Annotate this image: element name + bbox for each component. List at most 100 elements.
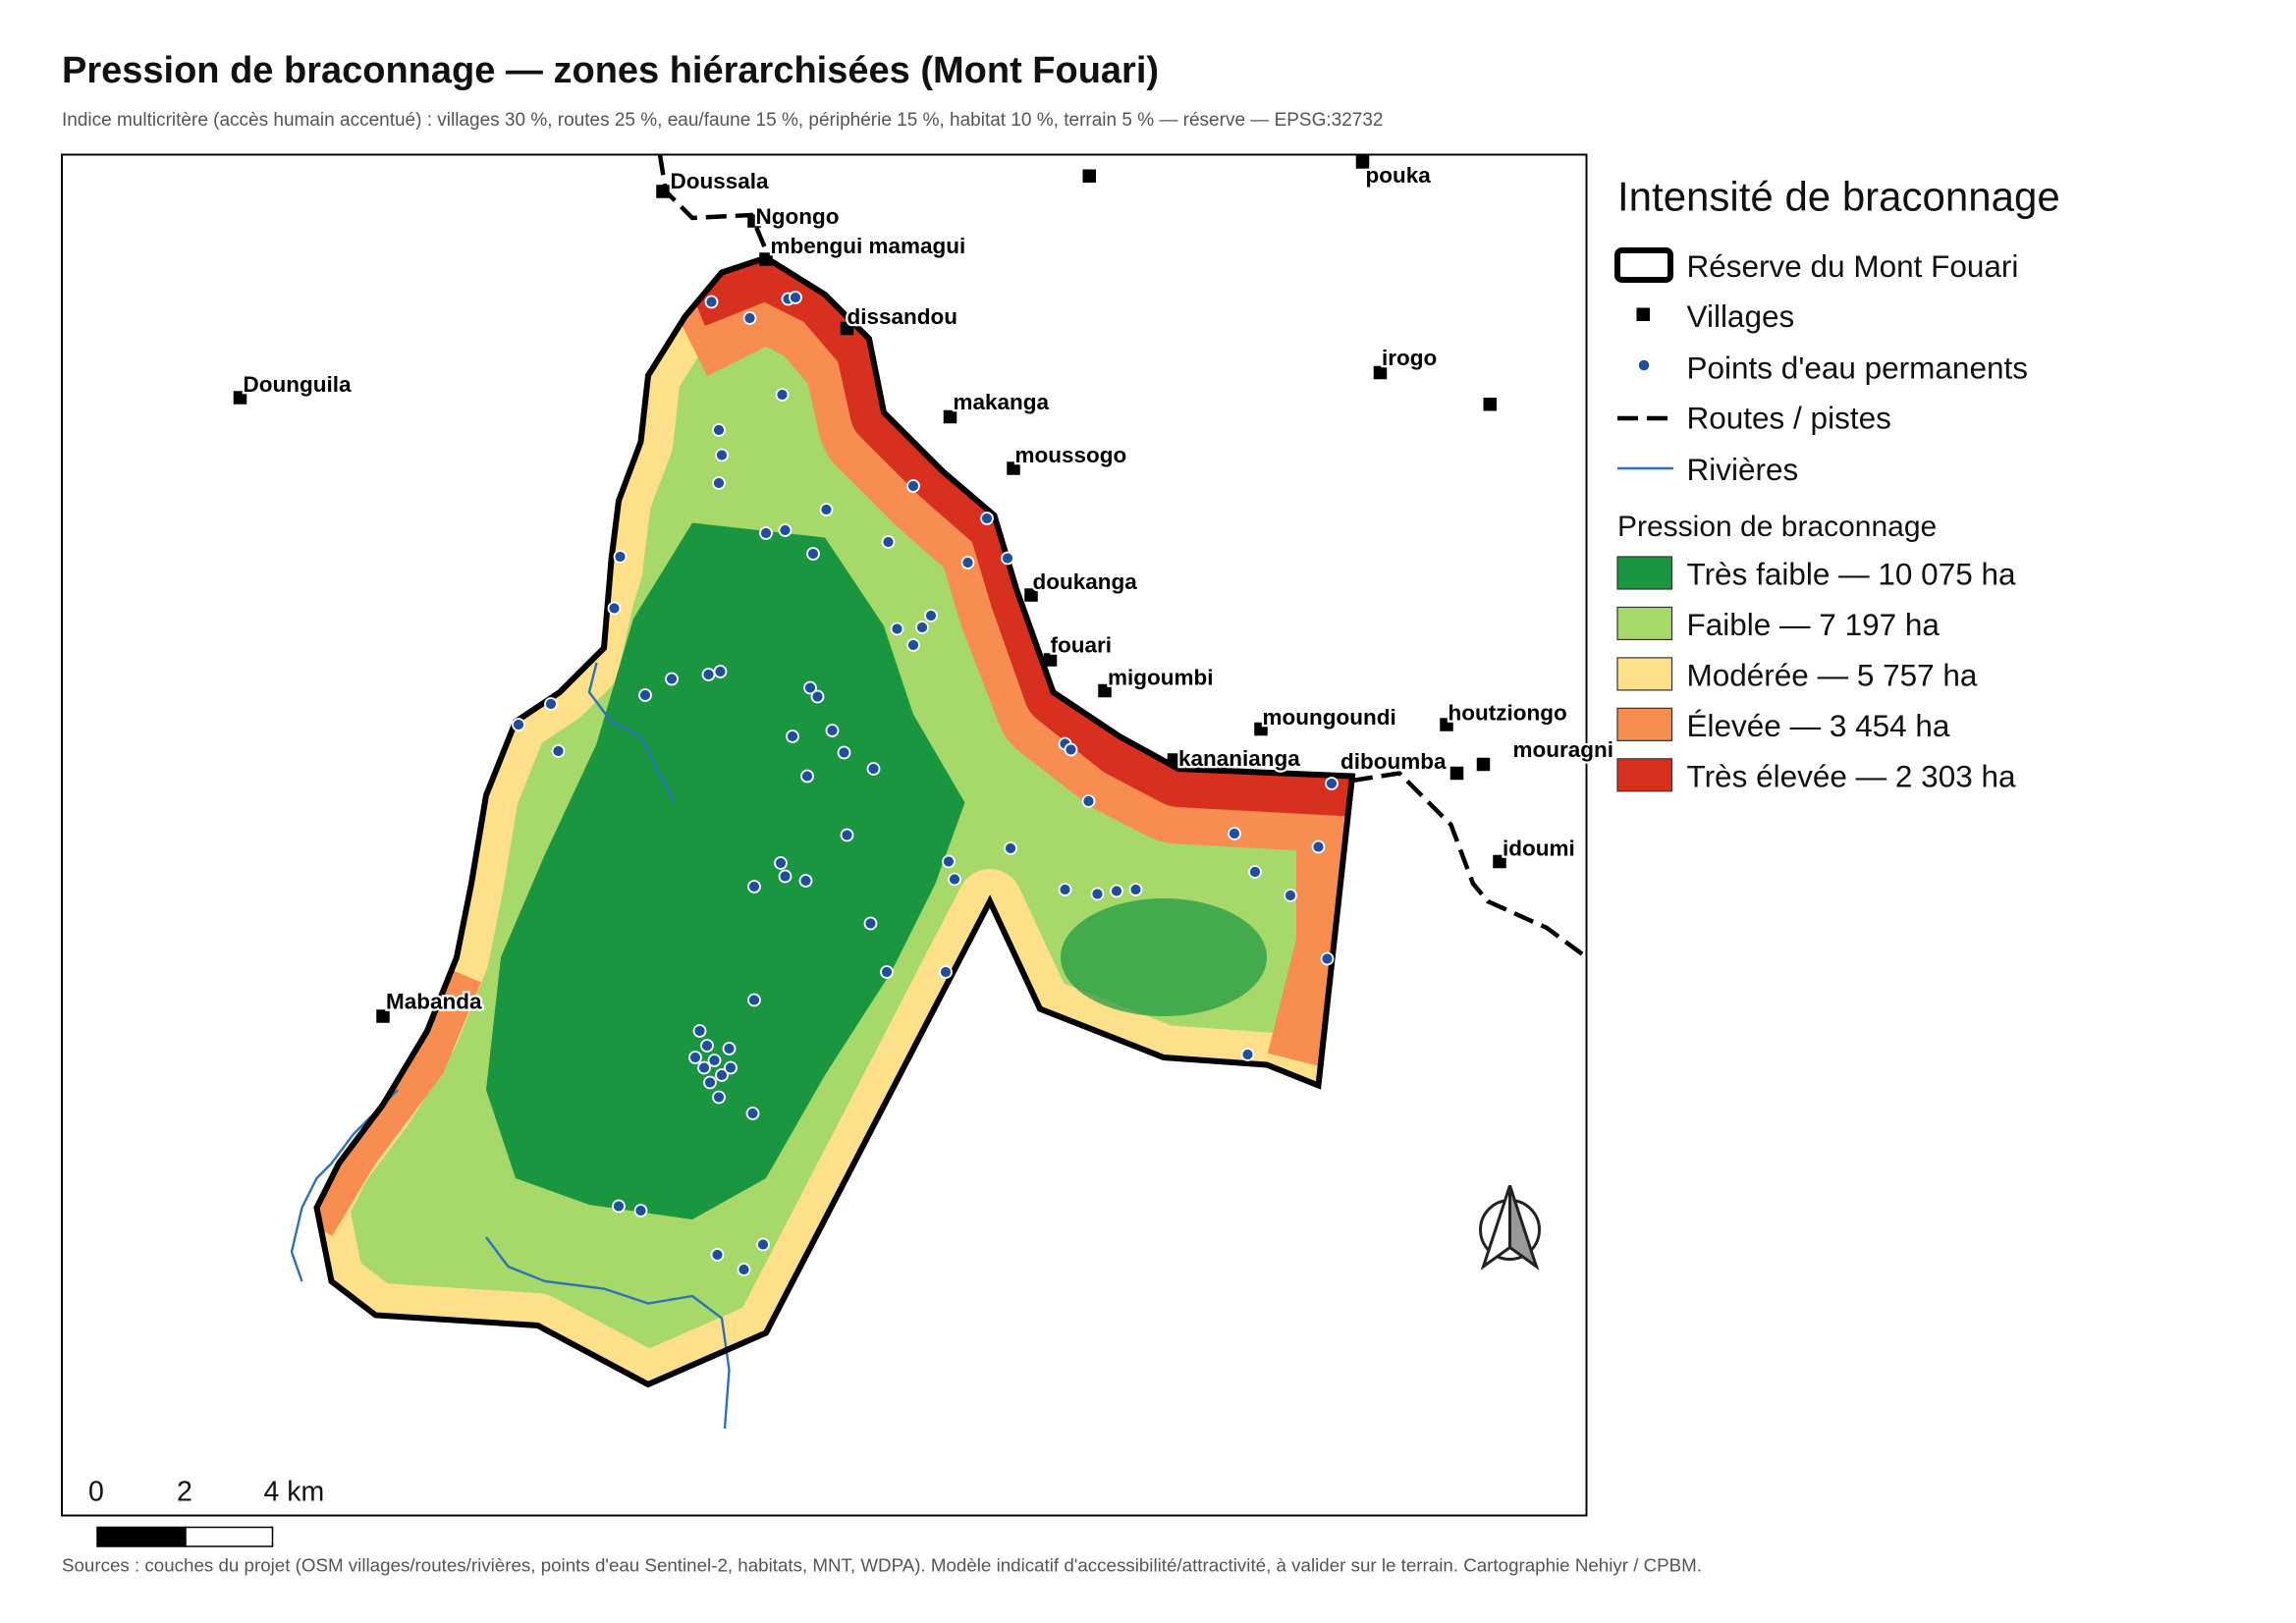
water-point — [980, 512, 994, 525]
water-point — [906, 638, 920, 652]
village-label: dissandou — [847, 304, 958, 329]
legend-swatch — [1616, 707, 1673, 741]
village-marker — [1254, 722, 1268, 736]
village-label: makanga — [954, 390, 1050, 414]
water-point — [1248, 865, 1262, 879]
water-point — [881, 535, 896, 549]
legend-label: Réserve du Mont Fouari — [1687, 248, 2019, 284]
village-label: diboumba — [1340, 749, 1447, 774]
water-point — [890, 622, 904, 636]
water-point — [665, 672, 679, 686]
legend-subtitle: Pression de braconnage — [1617, 511, 1937, 543]
water-point — [924, 609, 938, 622]
village-label: Ngongo — [756, 204, 840, 229]
water-point — [700, 1039, 714, 1053]
water-points — [512, 291, 1339, 1276]
zone-very-low — [1061, 898, 1267, 1016]
water-point — [715, 448, 729, 462]
legend-label: Villages — [1687, 298, 1795, 334]
water-point — [742, 311, 757, 325]
legend-swatch — [1616, 606, 1673, 641]
water-point — [692, 1024, 707, 1038]
zone-moderate — [1267, 825, 1352, 1068]
village-label: doukanga — [1033, 569, 1138, 594]
title: Pression de braconnage — zones hiérarchi… — [62, 50, 1159, 91]
water-point — [724, 1060, 738, 1075]
water-point — [701, 668, 716, 681]
water-point — [1110, 884, 1123, 898]
water-point — [1058, 883, 1072, 896]
legend-label: Routes / pistes — [1687, 401, 1891, 436]
village-label: Doussala — [671, 169, 770, 193]
legend-label: Très faible — 10 075 ha — [1687, 557, 2017, 592]
water-point — [1090, 887, 1105, 901]
village-marker — [1373, 365, 1388, 380]
water-point — [607, 601, 622, 616]
legend-swatch — [1616, 556, 1673, 590]
village-label: moussogo — [1015, 443, 1127, 467]
water-point — [703, 1075, 717, 1090]
road — [1351, 771, 1588, 959]
village-marker — [1167, 753, 1181, 767]
water-point — [713, 665, 728, 678]
water-point — [712, 423, 726, 437]
scale-bar — [185, 1526, 274, 1547]
village-marker — [1483, 398, 1497, 411]
village-marker — [943, 409, 957, 424]
water-point — [939, 965, 953, 979]
legend-label: Faible — 7 197 ha — [1687, 607, 1941, 642]
water-point — [544, 697, 558, 711]
water-point — [707, 1054, 722, 1067]
village-marker — [233, 391, 247, 405]
village-marker — [656, 185, 670, 198]
water-point — [688, 1051, 702, 1064]
water-point — [722, 1042, 737, 1055]
zone-high — [316, 961, 481, 1236]
legend-swatch — [1616, 758, 1673, 792]
water-point — [1004, 841, 1017, 855]
water-point — [840, 828, 854, 842]
village-marker — [1355, 155, 1370, 169]
villages: Doussala Ngongo mbengui mamagui dissandou Do… — [233, 155, 1615, 1023]
water-point — [948, 872, 961, 887]
water-point — [759, 526, 773, 540]
water-point — [774, 856, 788, 870]
legend-swatch — [1614, 247, 1673, 283]
water-point — [915, 621, 929, 634]
legend-title: Intensité de braconnage — [1617, 174, 2060, 220]
village-marker — [840, 321, 854, 336]
water-point — [1064, 742, 1078, 757]
water-point — [880, 965, 894, 979]
village-marker — [1476, 757, 1491, 772]
village-label: mouragni — [1513, 737, 1614, 762]
water-point — [803, 680, 817, 695]
north-arrow — [1479, 1185, 1541, 1271]
water-point — [704, 295, 719, 309]
water-point — [775, 388, 790, 402]
village-label: idoumi — [1503, 837, 1575, 861]
water-point — [710, 1248, 725, 1262]
water-point — [613, 550, 628, 564]
village-label: Mabanda — [386, 990, 482, 1014]
village-marker — [1098, 683, 1112, 698]
water-point — [778, 869, 793, 884]
water-point — [1320, 951, 1335, 966]
village-label: irogo — [1382, 346, 1437, 370]
water-point — [638, 688, 652, 702]
sources: Sources : couches du projet (OSM village… — [62, 1555, 1702, 1576]
water-point — [778, 523, 793, 537]
legend-label: Points d'eau permanents — [1687, 351, 2028, 386]
water-point — [906, 479, 920, 493]
water-point — [1325, 777, 1339, 790]
village-marker — [747, 214, 761, 228]
legend-label: Très élevée — 2 303 ha — [1687, 758, 2017, 793]
village-label: houtziongo — [1449, 701, 1567, 726]
legend-swatch — [1638, 359, 1650, 371]
water-point — [825, 724, 840, 737]
water-point — [1001, 551, 1014, 566]
map: Doussala Ngongo mbengui mamagui dissandou Do… — [61, 153, 2060, 1576]
scale-bar — [96, 1526, 187, 1547]
water-point — [1228, 827, 1241, 840]
